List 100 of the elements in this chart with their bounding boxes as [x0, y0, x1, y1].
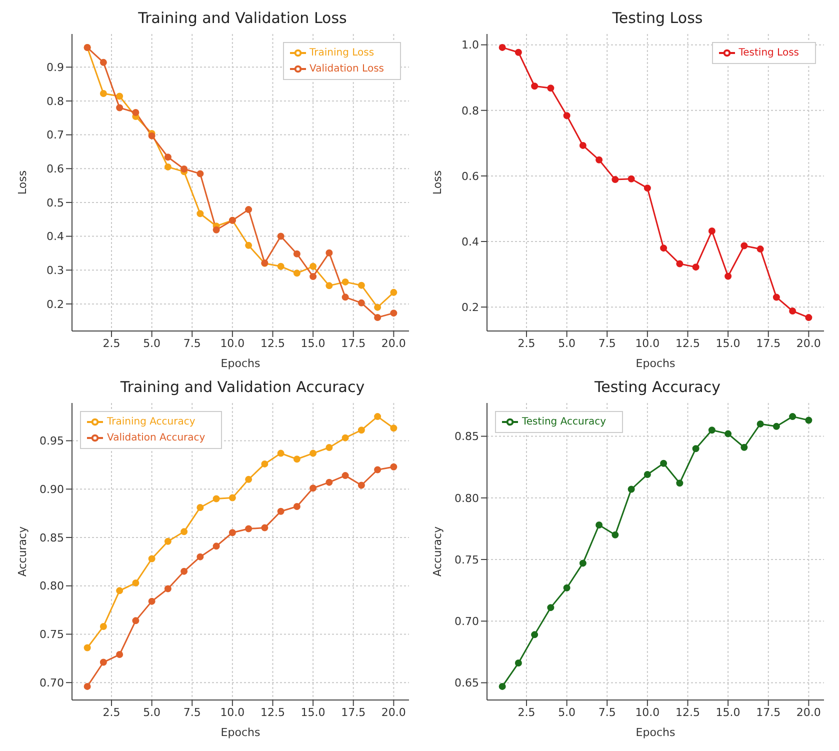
y-tick-label: 0.6 — [46, 162, 64, 176]
point — [100, 658, 107, 666]
y-axis-title: Accuracy — [430, 526, 444, 577]
x-tick-label: 10.0 — [635, 706, 660, 719]
x-tick-label: 20.0 — [381, 336, 406, 350]
point — [374, 466, 382, 474]
x-tick-label: 20.0 — [381, 706, 406, 719]
point — [277, 450, 284, 457]
point — [805, 416, 812, 424]
chart-title: Testing Loss — [611, 8, 704, 28]
point — [164, 163, 172, 170]
y-tick-label: 0.75 — [454, 553, 479, 566]
point — [277, 262, 284, 270]
y-tick-label: 0.70 — [454, 615, 479, 628]
x-tick-label: 17.5 — [756, 336, 781, 350]
x-tick-label: 2.5 — [102, 336, 120, 350]
y-tick-label: 0.90 — [40, 483, 64, 496]
point — [708, 426, 716, 434]
point — [228, 494, 236, 502]
point — [100, 58, 107, 66]
point — [374, 314, 382, 321]
x-tick-label: 2.5 — [102, 706, 120, 719]
point — [310, 450, 317, 457]
point — [261, 460, 268, 468]
x-tick-label: 20.0 — [796, 706, 821, 719]
x-axis-title: Epochs — [220, 357, 260, 370]
point — [277, 508, 284, 515]
y-tick-label: 0.80 — [454, 492, 479, 505]
point — [374, 413, 382, 420]
y-tick-label: 0.3 — [46, 264, 64, 278]
point — [310, 273, 317, 280]
point — [547, 84, 554, 92]
y-tick-label: 0.85 — [454, 430, 479, 444]
point — [84, 644, 91, 652]
y-tick-label: 0.6 — [462, 170, 479, 183]
x-tick-label: 10.0 — [220, 336, 245, 350]
x-tick-label: 15.0 — [300, 336, 326, 350]
point — [293, 456, 300, 463]
point — [563, 584, 570, 592]
point — [196, 504, 204, 511]
x-tick-label: 7.5 — [598, 336, 616, 350]
x-tick-label: 15.0 — [716, 336, 740, 350]
legend-label: Validation Accuracy — [107, 432, 206, 444]
y-tick-label: 0.8 — [462, 104, 479, 118]
point — [148, 598, 156, 605]
point — [342, 278, 349, 286]
point — [596, 156, 603, 164]
point — [628, 486, 635, 493]
point — [245, 242, 252, 249]
point — [245, 206, 252, 214]
point — [277, 232, 284, 240]
point — [132, 579, 140, 586]
y-tick-label: 1.0 — [462, 38, 479, 52]
point — [342, 434, 349, 442]
point — [180, 165, 188, 172]
point — [164, 154, 172, 161]
x-tick-label: 2.5 — [518, 336, 536, 350]
point — [212, 226, 220, 234]
point — [245, 525, 252, 532]
point — [310, 262, 317, 270]
y-tick-label: 0.9 — [46, 61, 64, 74]
point — [660, 460, 668, 467]
y-tick-label: 0.4 — [46, 230, 64, 244]
point — [148, 132, 156, 140]
point — [772, 294, 780, 301]
point — [756, 420, 764, 428]
y-tick-label: 0.8 — [46, 94, 64, 108]
point — [196, 210, 204, 218]
x-tick-label: 17.5 — [341, 336, 366, 350]
point — [708, 228, 716, 235]
point — [342, 294, 349, 301]
point — [100, 622, 107, 630]
point — [342, 472, 349, 480]
point — [293, 270, 300, 277]
x-tick-label: 10.0 — [635, 336, 660, 350]
point — [692, 445, 700, 452]
chart-title: Testing Accuracy — [594, 377, 722, 397]
point — [116, 92, 124, 100]
y-tick-label: 0.2 — [462, 300, 479, 314]
y-axis-title: Loss — [430, 170, 444, 195]
point — [390, 424, 398, 432]
x-tick-label: 12.5 — [676, 336, 700, 350]
x-tick-label: 7.5 — [183, 336, 201, 350]
point — [358, 299, 365, 306]
x-tick-label: 15.0 — [716, 706, 740, 719]
point — [116, 651, 124, 658]
point — [692, 264, 700, 271]
legend-label: Training Loss — [310, 48, 374, 59]
point — [563, 112, 570, 120]
point — [724, 430, 732, 438]
point — [740, 242, 748, 250]
x-axis-title: Epochs — [636, 726, 676, 739]
point — [326, 444, 333, 451]
x-tick-label: 12.5 — [676, 706, 700, 719]
y-tick-label: 0.2 — [46, 298, 64, 311]
point — [164, 538, 172, 545]
y-tick-label: 0.75 — [40, 628, 64, 642]
point — [196, 553, 204, 560]
point — [740, 444, 748, 451]
point — [579, 142, 586, 149]
